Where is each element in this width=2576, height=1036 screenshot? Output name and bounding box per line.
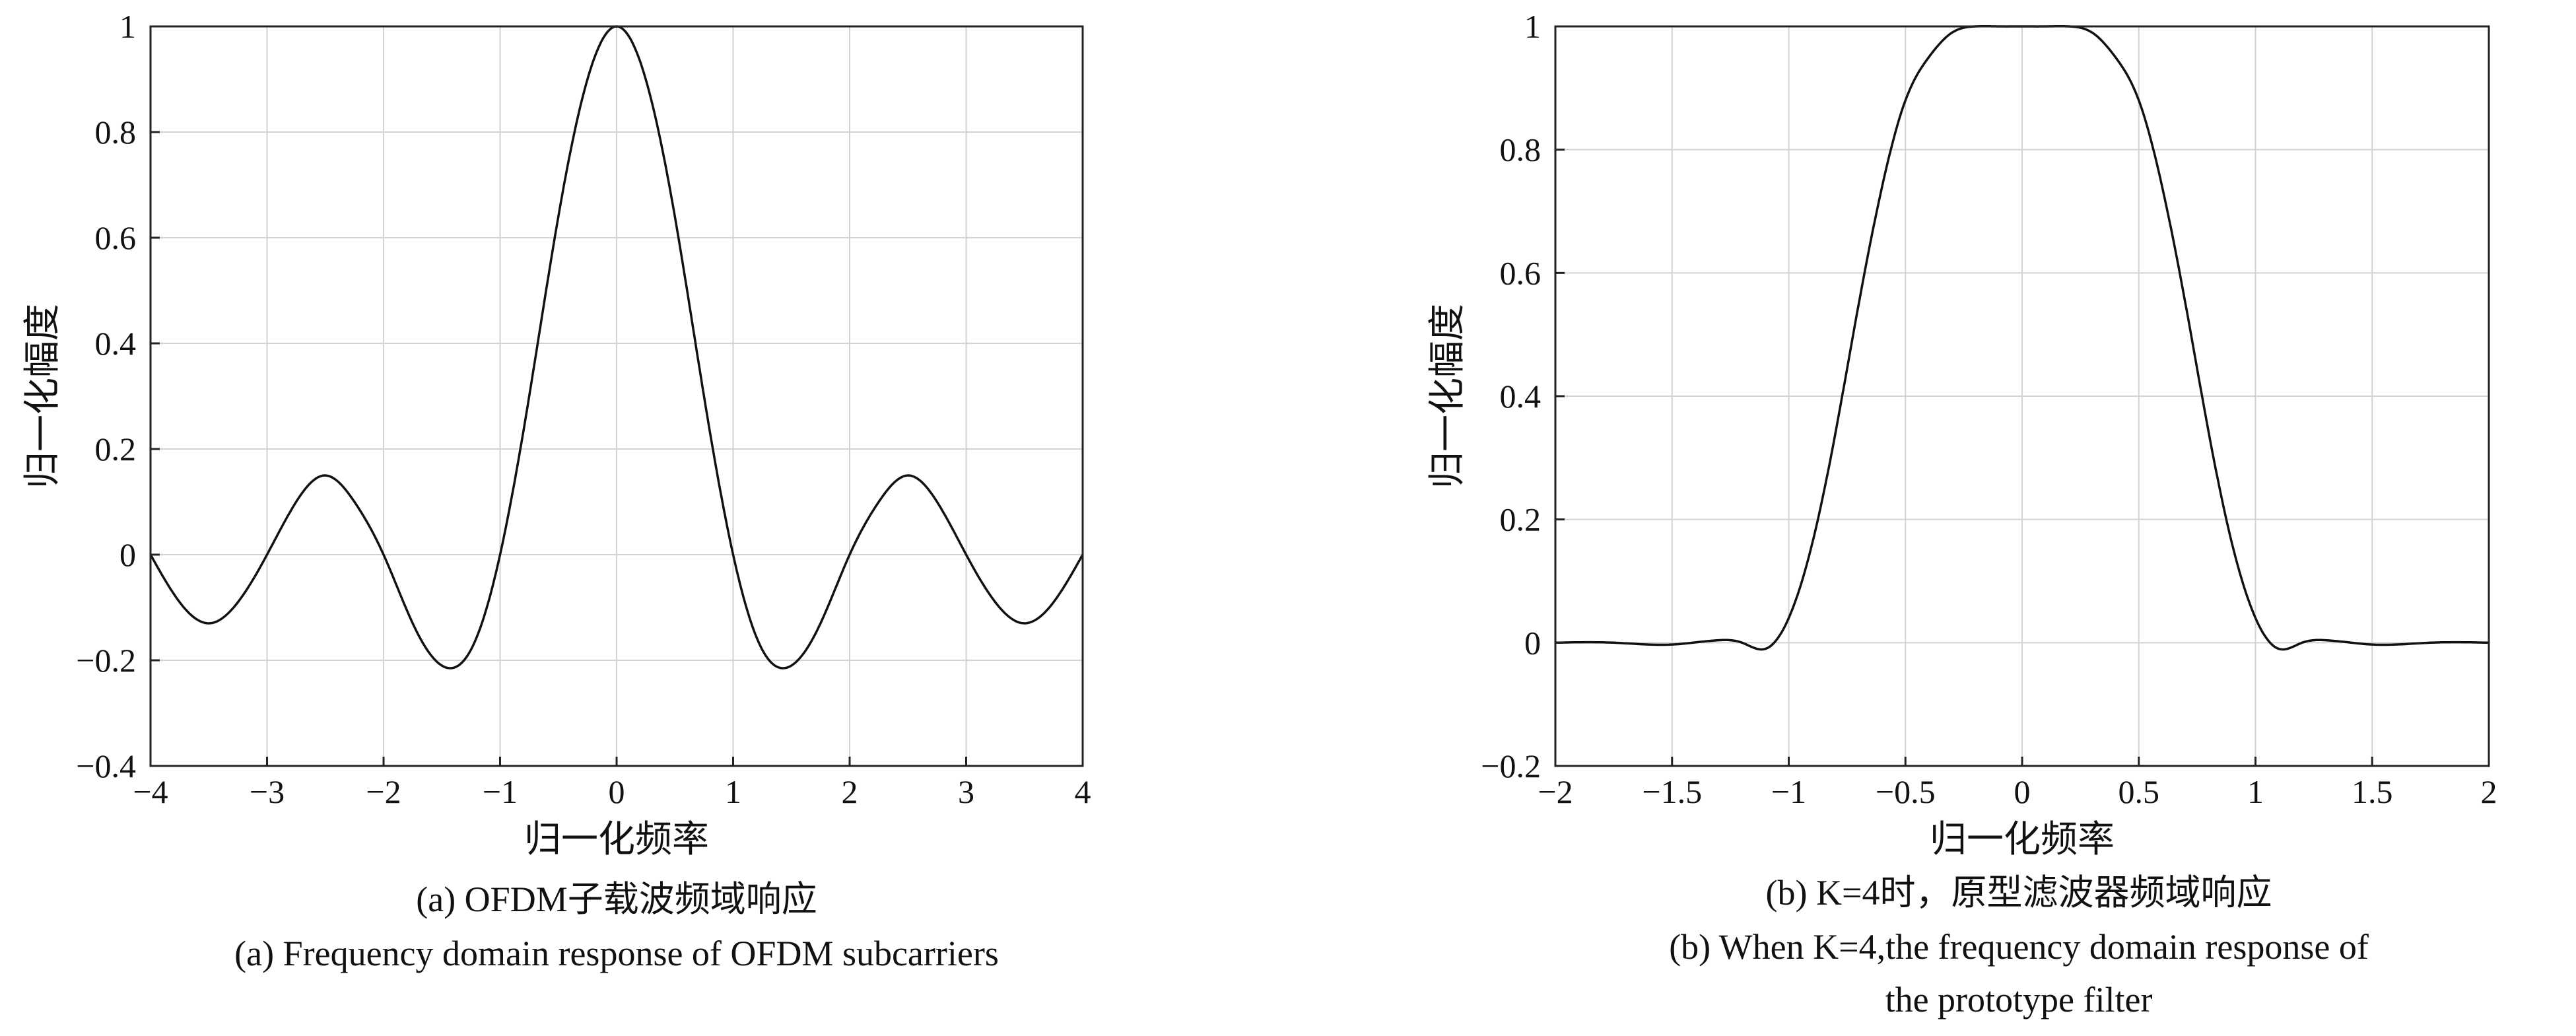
y-tick-label: 0.6	[1500, 254, 1542, 291]
caption-english-line-2: the prototype filter	[1885, 980, 2153, 1019]
x-tick-label: 1	[725, 773, 741, 810]
y-tick-label: −0.4	[76, 747, 136, 784]
x-tick-label: 2	[842, 773, 858, 810]
x-tick-label: −1	[1771, 773, 1806, 810]
x-tick-label: 2	[2481, 773, 2497, 810]
caption-english: (a) Frequency domain response of OFDM su…	[234, 934, 999, 973]
x-tick-label: 1	[2247, 773, 2264, 810]
tick-marks: −2 −1.5 −1 −0.5 0 0.5 1 1.5 2 −0.2 0 0.2 0.4 0.6 0.8 1	[1481, 8, 2497, 810]
y-tick-label: 0	[119, 536, 136, 573]
caption-chinese: (b) K=4时，原型滤波器频域响应	[1766, 873, 2272, 913]
x-tick-label: −3	[250, 773, 285, 810]
y-axis-label: 归一化幅度	[21, 304, 64, 489]
x-tick-label: −2	[366, 773, 401, 810]
x-axis-label: 归一化频率	[524, 818, 709, 861]
y-tick-label: −0.2	[76, 642, 136, 679]
y-tick-label: 0.2	[1500, 501, 1542, 538]
y-tick-label: 0.4	[95, 325, 137, 362]
caption-english-line-1: (b) When K=4,the frequency domain respon…	[1669, 927, 2369, 967]
x-tick-label: 0.5	[2118, 773, 2160, 810]
x-tick-label: −4	[133, 773, 168, 810]
tick-marks: −4 −3 −2 −1 0 1 2 3 4 −0.4 −0.2 0 0.2 0.4 0.6 0.8 1	[76, 8, 1091, 810]
y-tick-label: 0.8	[1500, 131, 1542, 168]
x-tick-label: −2	[1538, 773, 1573, 810]
x-tick-label: 0	[609, 773, 625, 810]
x-tick-label: −1	[483, 773, 518, 810]
y-tick-label: −0.2	[1481, 747, 1541, 784]
grid-lines	[151, 26, 1083, 766]
y-tick-label: 0.8	[95, 114, 137, 151]
y-tick-label: 1	[119, 8, 136, 45]
x-tick-label: 0	[2014, 773, 2031, 810]
y-tick-label: 0.4	[1500, 378, 1542, 415]
y-axis-label: 归一化幅度	[1426, 304, 1469, 489]
x-tick-label: 4	[1075, 773, 1091, 810]
x-tick-label: 1.5	[2352, 773, 2393, 810]
y-tick-label: 1	[1524, 8, 1541, 45]
caption-chinese: (a) OFDM子载波频域响应	[416, 880, 817, 919]
chart-panel-b: −2 −1.5 −1 −0.5 0 0.5 1 1.5 2−0.200.20.40.60.81 …	[1426, 8, 2497, 1019]
y-tick-label: 0.6	[95, 219, 137, 256]
chart-panel-a: −4 −3 −2 −1 0 1 2 3 4 −0.4 −0.2 0 0.2 0.4 0.6 0.8 1 归一化频…	[21, 8, 1091, 973]
x-tick-label: −1.5	[1642, 773, 1702, 810]
y-tick-label: 0.2	[95, 431, 137, 467]
x-tick-label: 3	[958, 773, 974, 810]
grid-lines	[1555, 26, 2489, 766]
y-tick-label: 0	[1524, 624, 1541, 661]
x-axis-label: 归一化频率	[1930, 818, 2115, 861]
x-tick-label: −0.5	[1876, 773, 1936, 810]
